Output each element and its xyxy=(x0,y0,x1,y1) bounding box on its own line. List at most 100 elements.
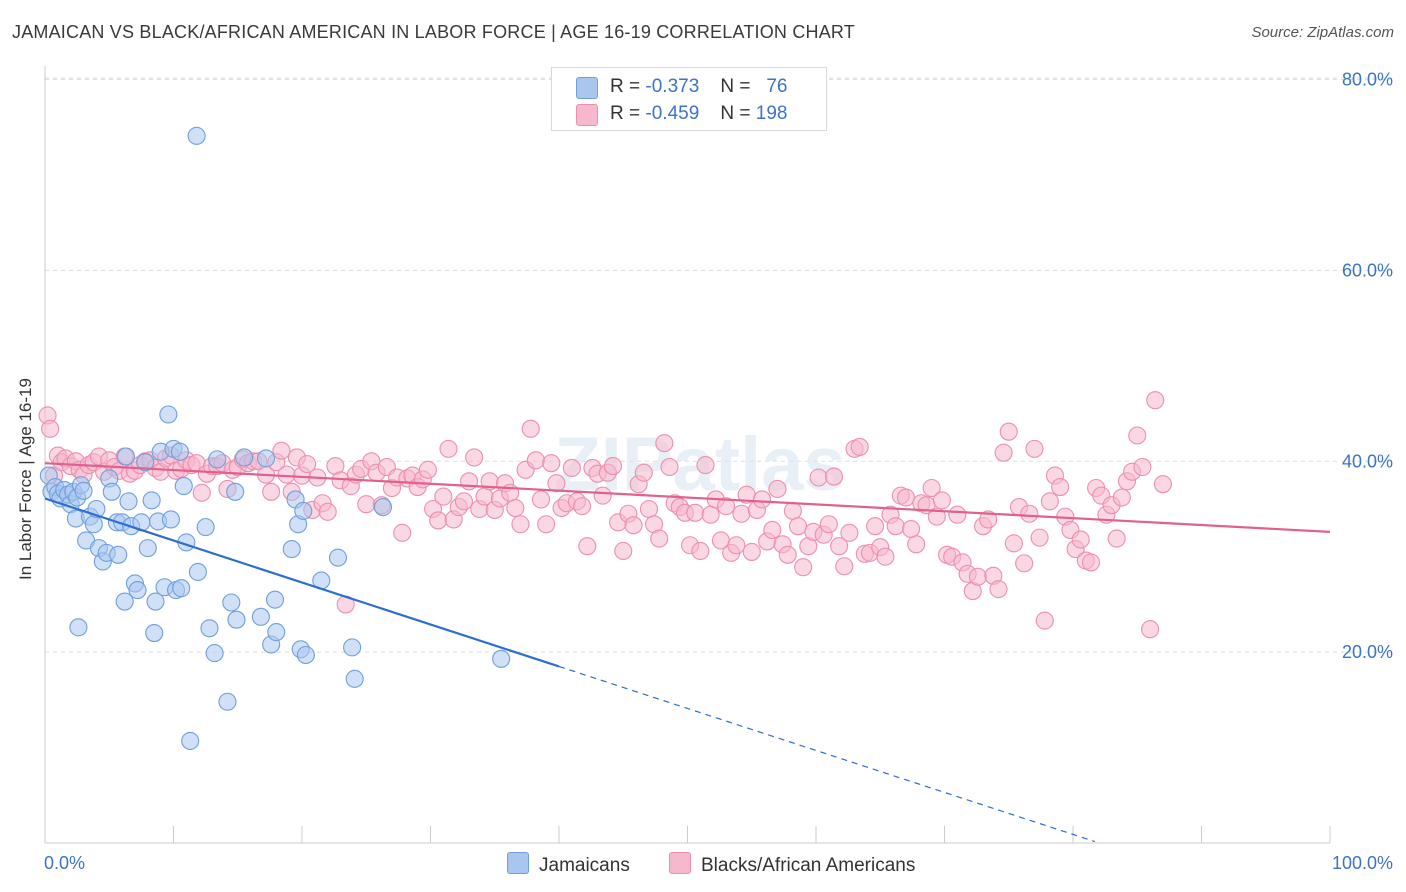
black-african-american-point xyxy=(506,498,525,518)
black-african-american-point xyxy=(866,517,885,536)
jamaican-point xyxy=(181,731,200,750)
black-african-american-point xyxy=(439,439,458,458)
black-african-american-point xyxy=(650,529,669,548)
black-african-american-point xyxy=(1146,391,1165,410)
black-african-american-point xyxy=(979,510,998,529)
black-african-american-point xyxy=(948,505,967,524)
jamaicans-n-value: 76 xyxy=(766,76,788,97)
jamaican-point xyxy=(196,518,215,537)
black-african-american-point xyxy=(1015,554,1034,573)
black-african-american-point xyxy=(192,483,211,502)
jamaican-point xyxy=(343,638,362,657)
black-african-american-point xyxy=(562,458,581,478)
y-tick-label: 60.0% xyxy=(1342,260,1393,280)
jamaican-point xyxy=(222,593,241,612)
black-african-american-point xyxy=(660,457,679,477)
black-african-american-point xyxy=(537,515,556,534)
black-african-american-point xyxy=(850,437,869,457)
scatter-points xyxy=(38,126,1172,750)
source-label: Source: ZipAtlas.com xyxy=(1251,24,1394,41)
black-african-american-point xyxy=(624,516,643,535)
jamaican-point xyxy=(235,448,254,467)
black-african-american-point xyxy=(573,497,592,516)
grid-lines xyxy=(45,77,1392,653)
y-tick-label: 80.0% xyxy=(1342,70,1393,90)
black-african-american-point xyxy=(262,482,281,501)
jamaican-point xyxy=(146,592,165,611)
black-african-american-point xyxy=(1141,620,1160,639)
correlation-legend: R = -0.373 N = 76 R = -0.459 N = 198 xyxy=(551,67,827,131)
axes xyxy=(44,66,1331,844)
jamaican-point xyxy=(227,610,246,629)
jamaican-point xyxy=(115,592,134,611)
jamaican-point xyxy=(296,645,315,665)
black-african-american-point xyxy=(603,456,623,476)
jamaican-point xyxy=(172,579,191,598)
black-african-american-point xyxy=(318,502,337,521)
jamaican-point xyxy=(161,510,180,529)
jamaican-point xyxy=(116,447,136,466)
black-african-american-point xyxy=(732,504,751,523)
black-african-american-point xyxy=(634,463,653,482)
black-african-american-point xyxy=(1112,488,1131,507)
jamaican-point xyxy=(226,482,245,501)
black-african-american-point xyxy=(794,558,813,577)
black-african-american-point xyxy=(542,454,561,473)
black-african-american-point xyxy=(593,486,612,505)
jamaicans-trend-extension xyxy=(558,665,1096,843)
jamaican-point xyxy=(218,692,237,711)
black-african-american-point xyxy=(1040,492,1059,511)
black-african-american-point xyxy=(578,537,597,556)
black-african-american-point xyxy=(639,499,659,519)
black-african-american-point xyxy=(902,519,921,539)
black-african-american-point xyxy=(696,456,715,475)
black-african-american-point xyxy=(1035,611,1054,630)
black-african-american-point xyxy=(429,511,448,530)
black-african-american-point xyxy=(907,535,926,554)
black-african-american-point xyxy=(272,441,291,460)
black-african-american-point xyxy=(819,515,838,534)
blacks-n-value: 198 xyxy=(755,103,788,124)
blacks-r-value: -0.459 xyxy=(645,103,700,124)
y-tick-label: 40.0% xyxy=(1342,451,1393,471)
black-african-american-point xyxy=(526,451,545,470)
jamaican-point xyxy=(208,450,227,469)
black-african-american-point xyxy=(999,422,1018,441)
black-african-american-point xyxy=(1025,439,1044,458)
black-african-american-point xyxy=(968,567,987,586)
jamaican-point xyxy=(294,501,313,520)
bottom-blacks-label: Blacks/African Americans xyxy=(701,855,916,876)
black-african-american-point xyxy=(742,542,761,561)
jamaican-point xyxy=(138,539,157,558)
black-african-american-point xyxy=(824,467,844,486)
jamaican-point xyxy=(251,607,270,626)
black-african-american-point xyxy=(716,497,736,516)
jamaican-point xyxy=(187,126,206,145)
x-tick-label-min: 0.0% xyxy=(44,853,85,873)
black-african-american-point xyxy=(614,541,633,561)
jamaicans-n-label: N = xyxy=(720,76,751,97)
black-african-american-point xyxy=(531,490,551,509)
jamaican-point xyxy=(267,623,286,642)
black-african-american-point xyxy=(1107,529,1126,548)
black-african-american-point xyxy=(1128,426,1147,445)
jamaican-point xyxy=(102,482,121,501)
black-african-american-point xyxy=(357,495,376,514)
chart-title: JAMAICAN VS BLACK/AFRICAN AMERICAN IN LA… xyxy=(12,22,855,42)
jamaican-point xyxy=(200,619,219,638)
blacks-trend-line xyxy=(44,462,1331,533)
jamaican-point xyxy=(265,590,285,609)
jamaican-point xyxy=(188,562,207,582)
jamaican-point xyxy=(74,481,93,500)
black-african-american-point xyxy=(763,520,782,540)
bottom-jamaicans-swatch xyxy=(507,852,529,874)
jamaican-point xyxy=(170,442,189,461)
black-african-american-point xyxy=(922,478,941,498)
blacks-n-label: N = xyxy=(720,103,751,124)
bottom-legend-jamaicans: Jamaicans xyxy=(507,852,630,877)
black-african-american-point xyxy=(1030,528,1049,547)
black-african-american-point xyxy=(783,501,802,520)
black-african-american-point xyxy=(809,468,828,487)
black-african-american-point xyxy=(691,541,710,561)
